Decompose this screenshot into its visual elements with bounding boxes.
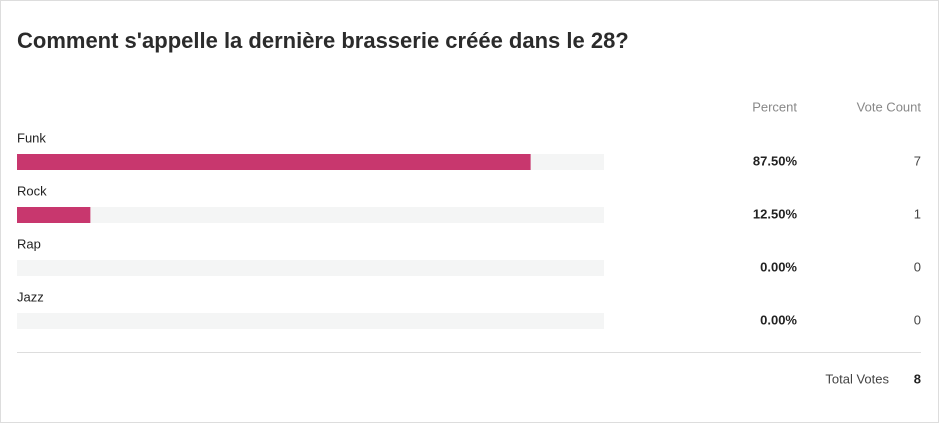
bar-track: [17, 313, 604, 329]
bar-track: [17, 207, 604, 223]
percent-label: 0.00%: [760, 312, 797, 327]
vote-count: 0: [914, 312, 921, 327]
vote-count: 1: [914, 206, 921, 221]
percent-header: Percent: [752, 99, 797, 114]
count-header: Vote Count: [857, 99, 922, 114]
vote-count: 0: [914, 259, 921, 274]
bar-track: [17, 260, 604, 276]
total-votes: 8: [914, 371, 921, 386]
option-label: Funk: [17, 130, 46, 145]
percent-label: 87.50%: [753, 153, 798, 168]
vote-count: 7: [914, 153, 921, 168]
bar: [17, 154, 531, 170]
poll-title: Comment s'appelle la dernière brasserie …: [17, 28, 629, 53]
option-label: Jazz: [17, 289, 44, 304]
percent-label: 12.50%: [753, 206, 798, 221]
option-label: Rap: [17, 236, 41, 251]
percent-label: 0.00%: [760, 259, 797, 274]
total-label: Total Votes: [825, 371, 889, 386]
bar: [17, 207, 91, 223]
option-label: Rock: [17, 183, 47, 198]
